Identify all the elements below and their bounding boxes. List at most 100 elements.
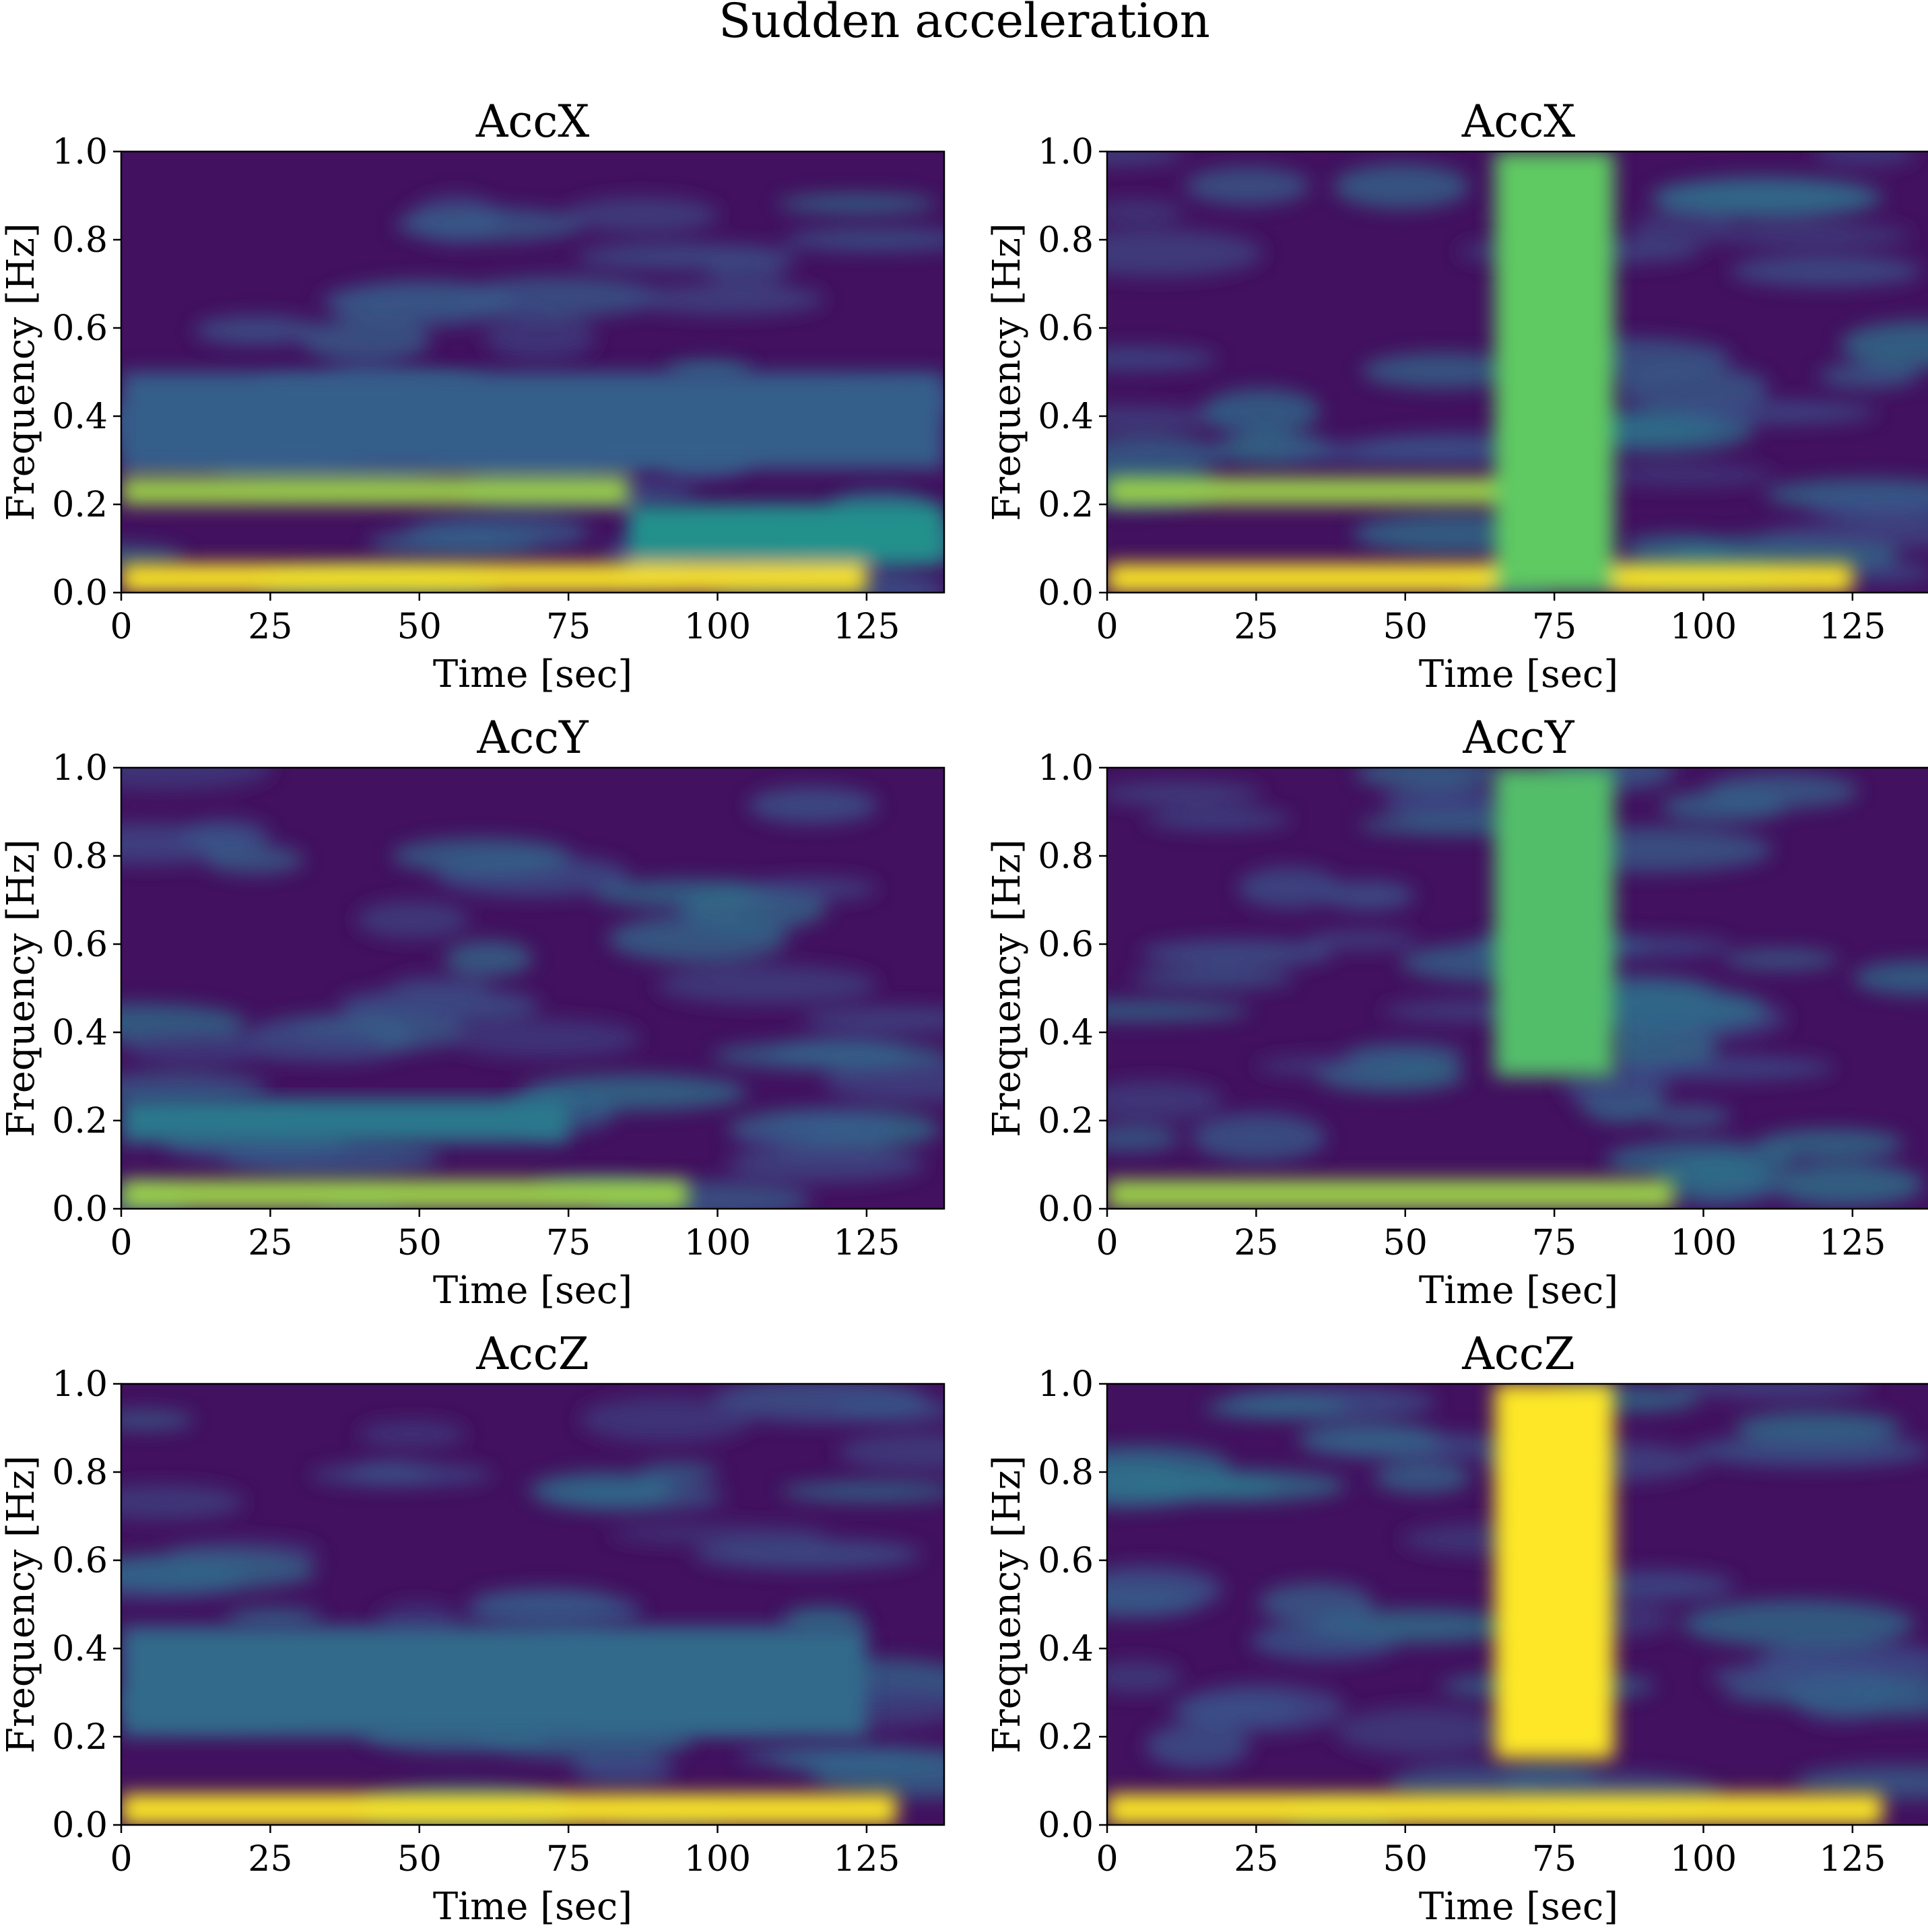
x-tick-label: 50 [1383, 607, 1428, 647]
x-axis-label: Time [sec] [433, 653, 632, 696]
x-axis-label: Time [sec] [1419, 1885, 1618, 1929]
x-tick-label: 25 [248, 1839, 292, 1879]
axes-frame [1106, 766, 1928, 1210]
heatmap-blob [121, 1072, 268, 1104]
panel-3: AccY 0 25 50 75 100 125 0.0 0.2 0.4 0.6 0.8 1.0 Time … [0, 712, 945, 1312]
x-tick-label: 50 [397, 1223, 442, 1263]
panel-title: AccZ [1461, 1328, 1574, 1380]
heatmap-texture [121, 768, 944, 1209]
heatmap-blob [777, 194, 937, 213]
x-tick-label: 50 [1383, 1839, 1428, 1879]
heatmap-blob [580, 1396, 752, 1443]
heatmap-blob [1204, 1398, 1349, 1419]
heatmap-blob [310, 1464, 494, 1486]
y-tick-label: 0.4 [1038, 1629, 1094, 1669]
y-tick-label: 0.8 [52, 836, 108, 877]
x-tick-label: 100 [1670, 1839, 1737, 1879]
heatmap-blob [712, 1041, 944, 1070]
horizontal-band [121, 477, 628, 504]
panel-6: AccZ 0 25 50 75 100 125 0.0 0.2 0.4 0.6 0.8 1.0 Time … [985, 1328, 1928, 1929]
heatmap-blob [1768, 1162, 1924, 1207]
heatmap-blob [368, 528, 540, 558]
vertical-band [1494, 152, 1614, 593]
heatmap-features [121, 1098, 688, 1209]
y-tick-label: 1.0 [52, 1364, 108, 1405]
heatmap-blob [1757, 1129, 1904, 1159]
heatmap-blob [1794, 1765, 1928, 1799]
heatmap-blob [1814, 152, 1917, 168]
heatmap-blob [1706, 772, 1859, 809]
x-tick-label: 25 [248, 607, 292, 647]
heatmap-blob [802, 1007, 944, 1032]
x-tick-label: 75 [1532, 1223, 1576, 1263]
y-tick-label: 0.0 [52, 1189, 108, 1230]
heatmap-blob [121, 1409, 195, 1430]
heatmap-blob [1107, 434, 1224, 477]
panels: AccX 0 25 50 75 100 125 0.0 0.2 0.4 0.6 0.8 1.0 Time … [0, 96, 1928, 1929]
heatmap-blob [656, 965, 877, 1005]
horizontal-band [1107, 1794, 1883, 1825]
heatmap-blob [1107, 1465, 1220, 1506]
heatmap-blob [529, 1471, 674, 1509]
heatmap-blob [1145, 1723, 1250, 1769]
y-tick-label: 0.6 [52, 1541, 108, 1581]
axes-frame [120, 1383, 945, 1826]
x-tick-label: 100 [684, 607, 751, 647]
x-tick-label: 25 [1234, 1839, 1278, 1879]
x-tick-label: 0 [1096, 1839, 1118, 1879]
x-tick-label: 50 [397, 1839, 442, 1879]
heatmap-blob [1614, 1055, 1835, 1080]
y-tick-label: 1.0 [1038, 748, 1094, 789]
axes-frame [1106, 1383, 1928, 1826]
heatmap-blob [838, 1432, 944, 1471]
x-tick-label: 0 [1096, 607, 1118, 647]
y-tick-label: 0.8 [1038, 1453, 1094, 1493]
axes-frame [1106, 150, 1928, 594]
heatmap-blob [1273, 441, 1497, 464]
x-axis-label: Time [sec] [1419, 1269, 1618, 1312]
heatmap-blob [1596, 464, 1774, 486]
heatmap-blob [1648, 1105, 1731, 1128]
x-tick-label: 100 [1670, 607, 1737, 647]
heatmap-blob [1692, 1435, 1928, 1467]
x-tick-label: 125 [1819, 1223, 1886, 1263]
heatmap-blob [1654, 180, 1884, 215]
heatmap-blob [1185, 166, 1310, 205]
heatmap-blob [572, 1753, 675, 1786]
heatmap-blob [1335, 1707, 1508, 1756]
x-axis-label: Time [sec] [433, 1269, 632, 1312]
x-tick-label: 100 [684, 1223, 751, 1263]
x-tick-label: 125 [833, 1223, 900, 1263]
heatmap-blob [747, 877, 878, 900]
heatmap-blob [694, 1539, 922, 1570]
heatmap-blob [1344, 1043, 1465, 1070]
heatmap-blob [1131, 969, 1295, 989]
y-tick-label: 0.0 [1038, 1805, 1094, 1846]
y-tick-label: 0.4 [52, 1629, 108, 1669]
heatmap-blob [1304, 930, 1418, 950]
heatmap-blob [784, 228, 944, 251]
y-tick-label: 1.0 [52, 748, 108, 789]
panel-5: AccZ 0 25 50 75 100 125 0.0 0.2 0.4 0.6 0.8 1.0 Time … [0, 1328, 945, 1929]
y-tick-label: 0.4 [52, 1013, 108, 1053]
heatmap-area [121, 1384, 944, 1825]
heatmap-blob [747, 787, 878, 824]
y-tick-label: 0.4 [1038, 397, 1094, 437]
heatmap-blob [772, 1746, 944, 1776]
heatmap-blob [1709, 1662, 1890, 1691]
horizontal-band [1107, 1180, 1674, 1209]
x-tick-label: 50 [397, 607, 442, 647]
y-tick-label: 0.4 [52, 397, 108, 437]
heatmap-blob [1763, 521, 1928, 549]
y-axis-label: Frequency [Hz] [985, 839, 1029, 1137]
y-tick-label: 0.2 [52, 1101, 108, 1141]
y-tick-label: 0.4 [1038, 1013, 1094, 1053]
heatmap-blob [1202, 389, 1321, 434]
heatmap-blob [627, 284, 826, 315]
heatmap-blob [1107, 347, 1218, 370]
y-tick-label: 0.0 [1038, 573, 1094, 613]
x-tick-label: 100 [684, 1839, 751, 1879]
figure-title: Sudden acceleration [719, 0, 1210, 48]
heatmap-blob [1842, 562, 1928, 584]
heatmap-area [121, 768, 944, 1209]
